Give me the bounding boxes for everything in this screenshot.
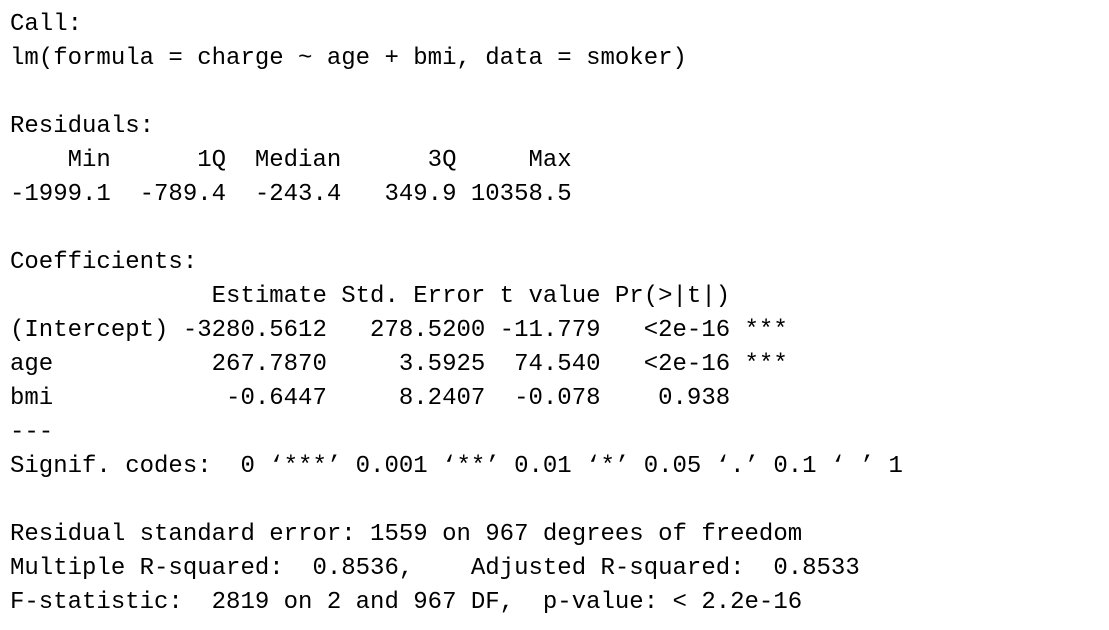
output-line: age 267.7870 3.5925 74.540 <2e-16 ***: [10, 351, 788, 378]
output-line: Signif. codes: 0 ‘***’ 0.001 ‘**’ 0.01 ‘…: [10, 453, 903, 480]
call-block: Call: lm(formula = charge ~ age + bmi, da…: [10, 8, 1109, 76]
output-line: Residual standard error: 1559 on 967 deg…: [10, 521, 803, 548]
output-line: ---: [10, 419, 54, 446]
output-line: Estimate Std. Error t value Pr(>|t|): [10, 283, 731, 310]
output-line: -1999.1 -789.4 -243.4 349.9 10358.5: [10, 181, 572, 208]
output-line: Coefficients:: [10, 249, 198, 276]
output-line: Call:: [10, 11, 83, 38]
output-line: Residuals:: [10, 113, 155, 140]
output-line: Min 1Q Median 3Q Max: [10, 147, 572, 174]
output-line: (Intercept) -3280.5612 278.5200 -11.779 …: [10, 317, 788, 344]
summary-block: Residual standard error: 1559 on 967 deg…: [10, 518, 1109, 620]
residuals-block: Residuals: Min 1Q Median 3Q Max -1999.1 -…: [10, 110, 1109, 212]
output-line: bmi -0.6447 8.2407 -0.078 0.938: [10, 385, 731, 412]
output-line: Multiple R-squared: 0.8536, Adjusted R-s…: [10, 555, 860, 582]
output-line: F-statistic: 2819 on 2 and 967 DF, p-val…: [10, 589, 803, 616]
output-line: lm(formula = charge ~ age + bmi, data = …: [10, 45, 687, 72]
coefficients-block: Coefficients: Estimate Std. Error t valu…: [10, 246, 1109, 484]
